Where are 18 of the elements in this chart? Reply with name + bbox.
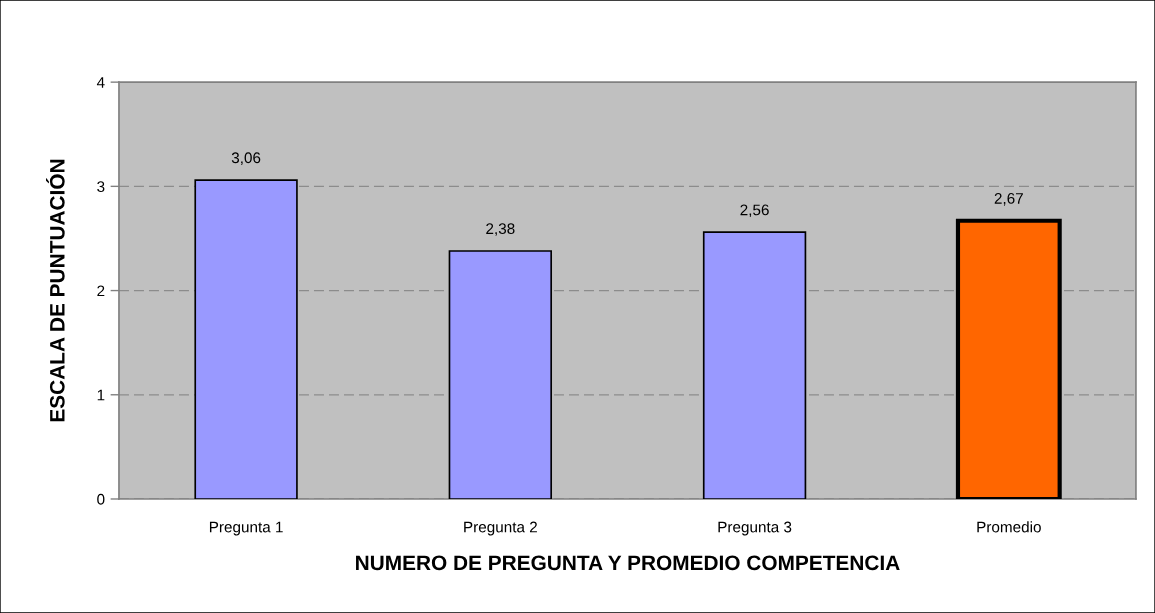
x-tick-label: Promedio [977, 521, 1041, 533]
bar [448, 250, 553, 499]
data-label: 2,56 [740, 204, 769, 218]
x-tick-label: Pregunta 2 [464, 521, 537, 536]
y-axis-title: ESCALA DE PUNTUACIÓN [46, 159, 65, 422]
y-tick-label: 3 [97, 181, 105, 193]
bar [702, 231, 807, 499]
data-label: 2,38 [486, 223, 515, 236]
x-tick-label: Pregunta 1 [209, 521, 283, 536]
data-label: 2,67 [994, 193, 1023, 206]
y-tick-label: 2 [97, 285, 105, 297]
y-tick-label: 0 [97, 493, 105, 505]
x-axis-title: NUMERO DE PREGUNTA Y PROMEDIO COMPETENCIA [356, 555, 900, 571]
bar [194, 179, 298, 499]
data-label: 3,06 [231, 152, 261, 165]
x-tick-label: Pregunta 3 [718, 521, 792, 536]
y-tick-label: 1 [97, 389, 105, 401]
y-tick-label: 4 [96, 77, 105, 88]
